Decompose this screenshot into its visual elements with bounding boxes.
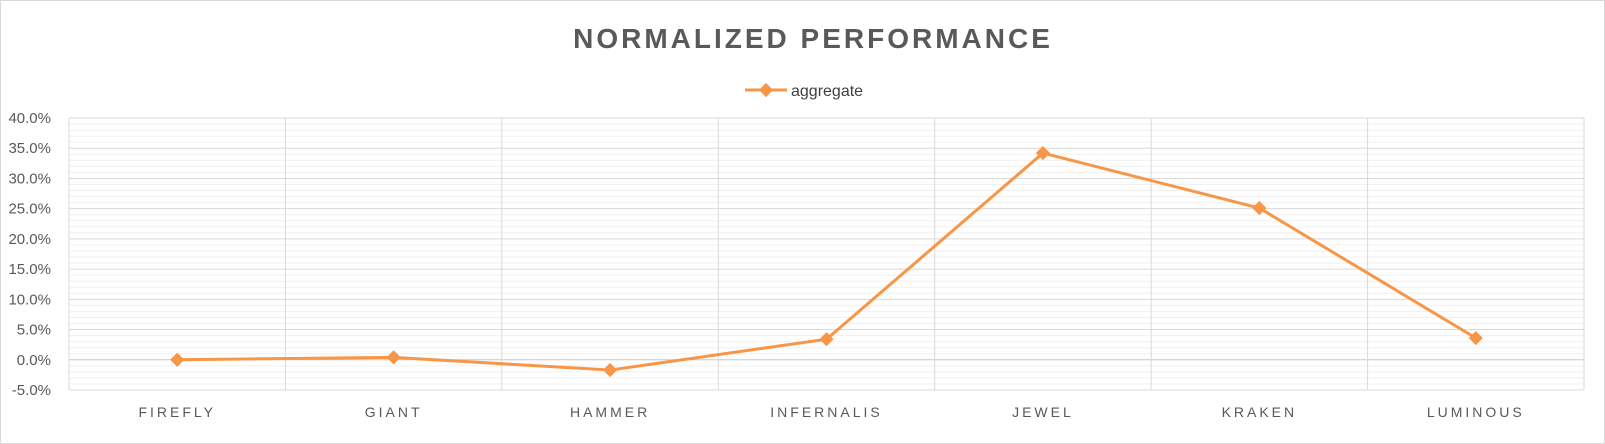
legend-series-marker <box>758 82 774 98</box>
plot-grid <box>68 117 1585 391</box>
y-tick-label: 15.0% <box>8 261 51 278</box>
legend: aggregate <box>745 82 863 100</box>
y-tick-label: -5.0% <box>12 382 51 399</box>
data-point <box>386 350 401 365</box>
y-tick-label: 25.0% <box>8 201 51 218</box>
chart-title: NORMALIZED PERFORMANCE <box>573 23 1053 54</box>
data-point <box>1035 145 1050 161</box>
x-tick-label: KRAKEN <box>1222 404 1298 420</box>
x-tick-label: GIANT <box>365 404 423 420</box>
x-tick-label: INFERNALIS <box>770 404 882 420</box>
series-layer <box>170 145 1483 378</box>
x-tick-label: HAMMER <box>570 404 650 420</box>
y-tick-label: 20.0% <box>8 231 51 248</box>
y-axis: -5.0% 0.0% 5.0% 10.0% 15.0% 20.0% 25.0% 30.0% 35… <box>8 110 51 399</box>
y-tick-label: 0.0% <box>17 352 51 369</box>
y-tick-label: 40.0% <box>8 110 51 127</box>
data-point <box>1468 330 1483 346</box>
x-axis: FIREFLY GIANT HAMMER INFERNALIS JEWEL KRAKEN L… <box>138 404 1525 420</box>
x-tick-label: JEWEL <box>1012 404 1074 420</box>
data-point <box>1252 200 1267 216</box>
y-tick-label: 10.0% <box>8 291 51 308</box>
y-tick-label: 30.0% <box>8 170 51 187</box>
data-point <box>603 362 618 378</box>
y-tick-label: 35.0% <box>8 140 51 157</box>
y-tick-label: 5.0% <box>17 322 51 339</box>
legend-series-label: aggregate <box>791 83 863 100</box>
x-tick-label: FIREFLY <box>138 404 216 420</box>
data-point <box>170 352 185 367</box>
data-point <box>819 332 834 347</box>
x-tick-label: LUMINOUS <box>1427 404 1525 420</box>
